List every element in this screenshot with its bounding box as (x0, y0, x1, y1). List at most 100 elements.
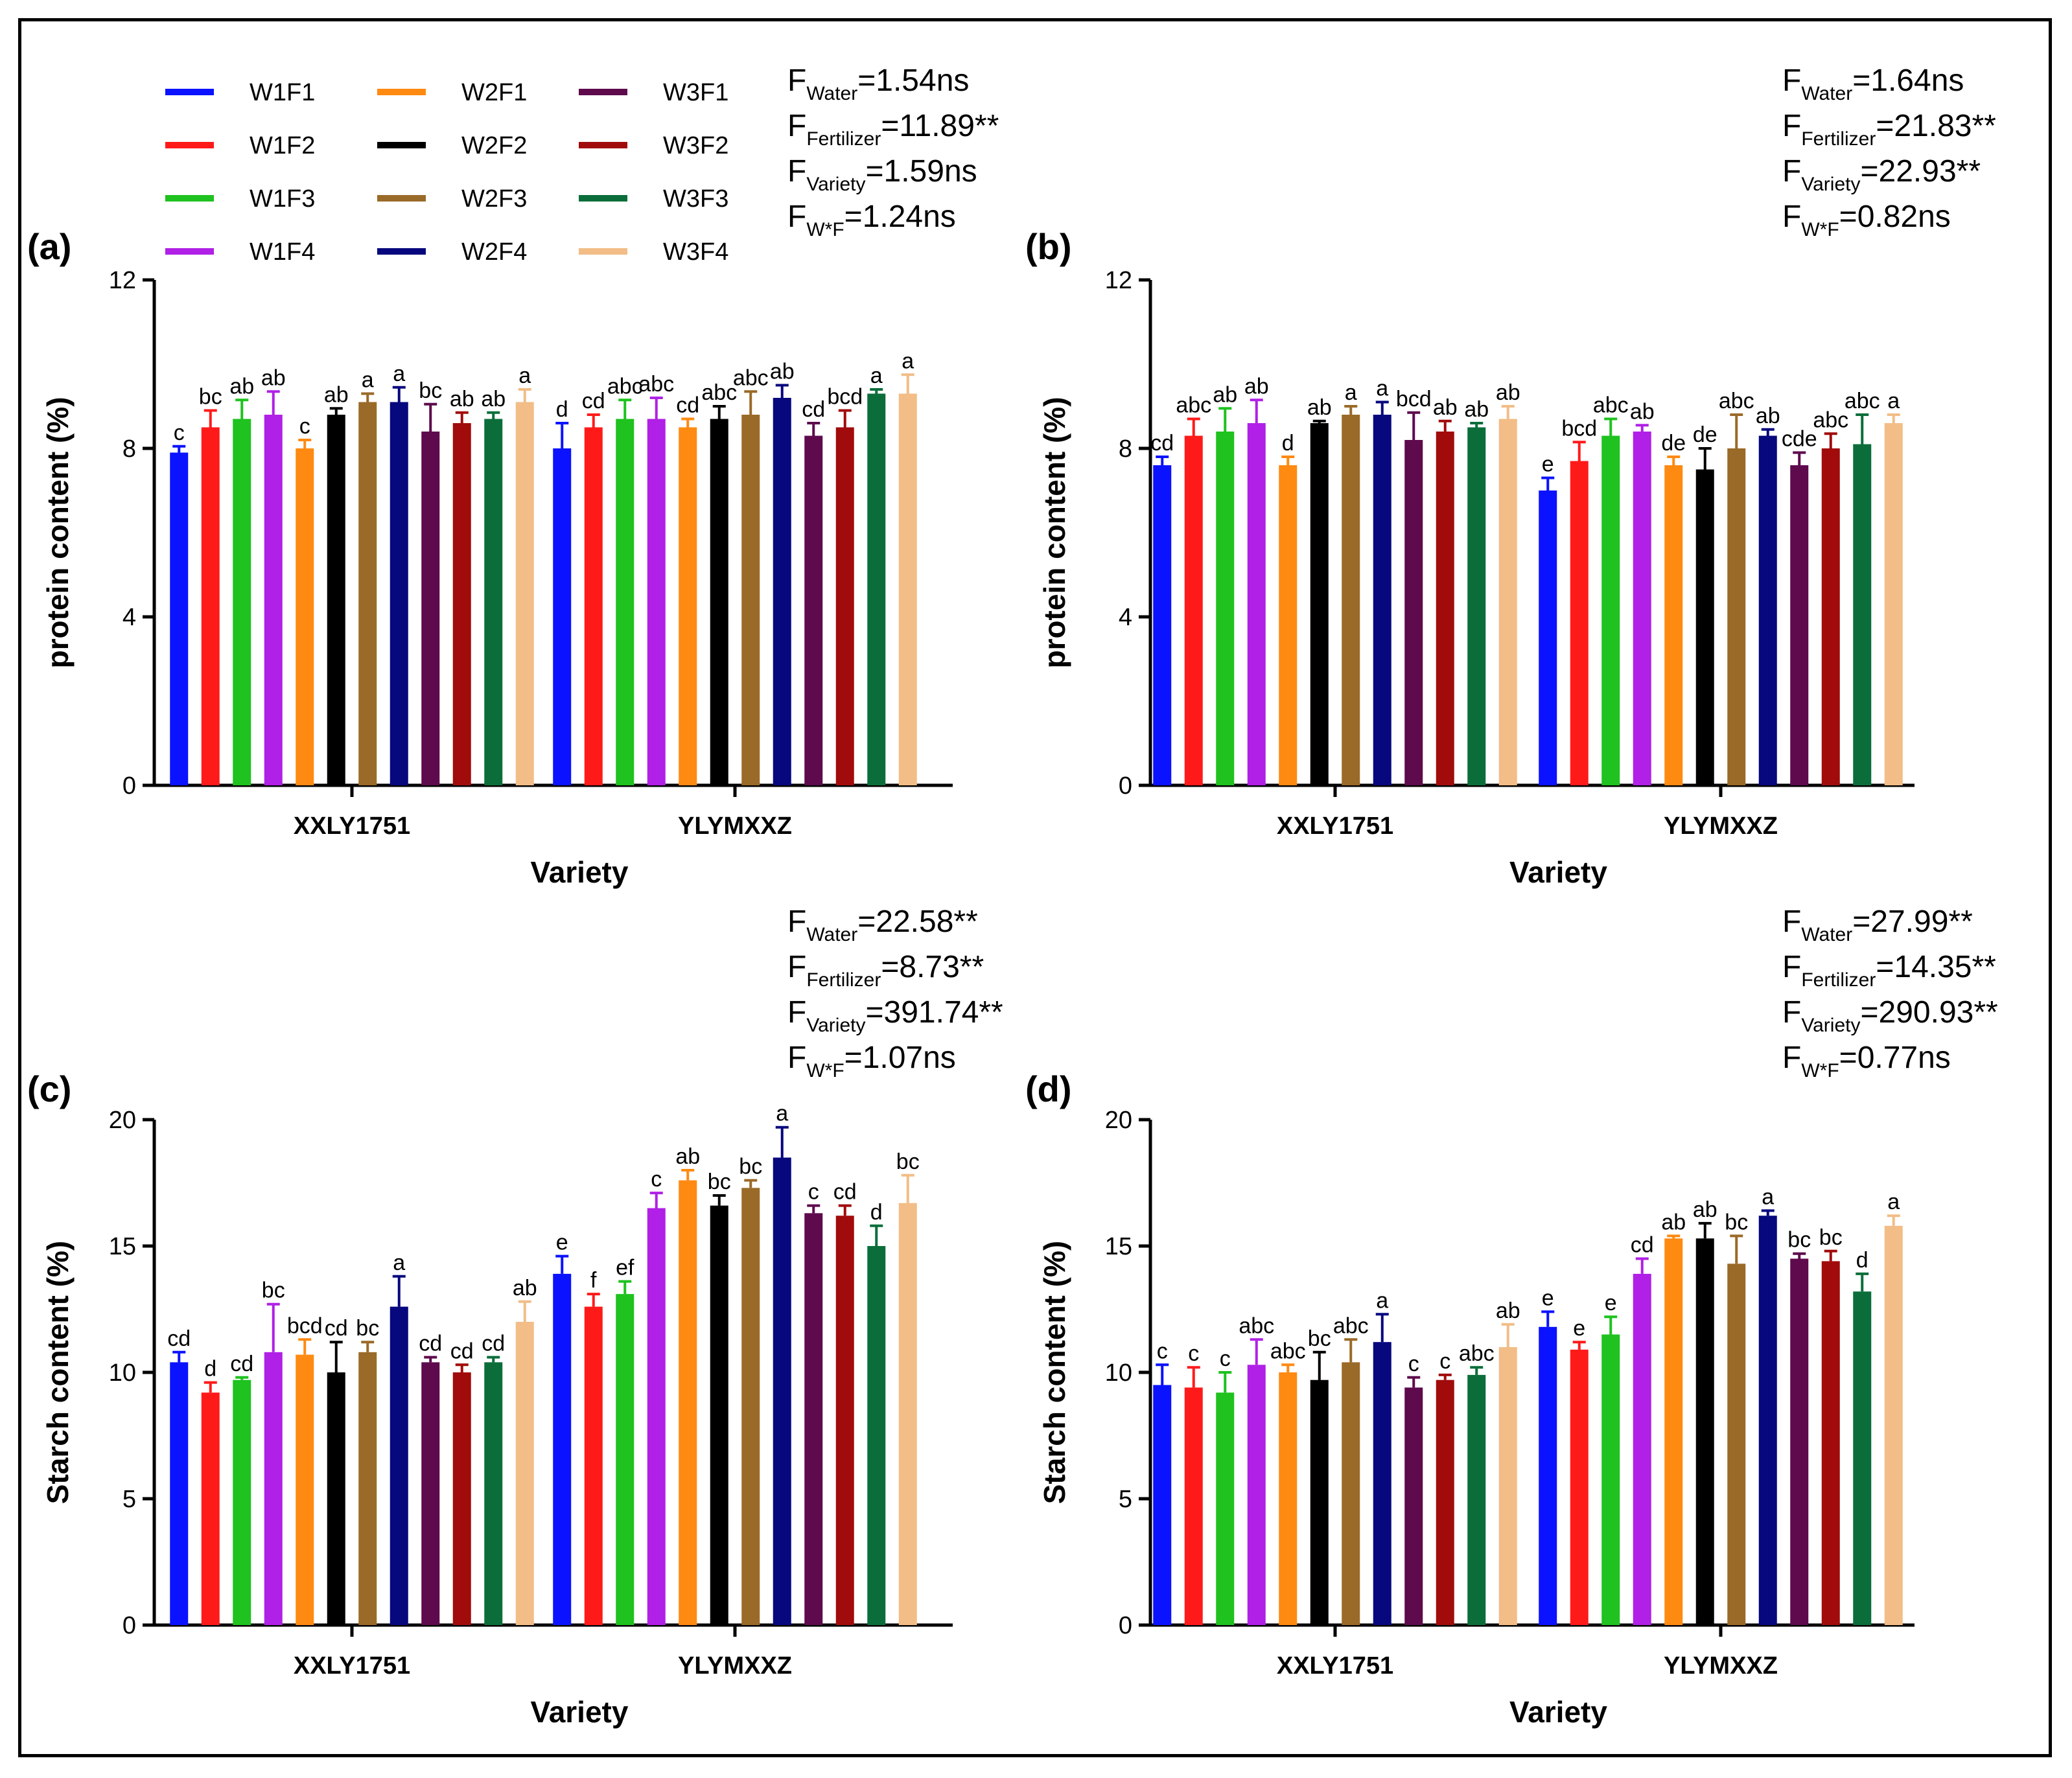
bar-group: e (553, 1230, 572, 1625)
stat-value: =290.93** (1860, 995, 1997, 1030)
bar-w3f3 (1853, 1291, 1872, 1625)
significance-letter: a (393, 1251, 405, 1275)
y-tick-label: 5 (122, 1486, 136, 1513)
significance-letter: a (1376, 376, 1388, 401)
bar-w1f3 (1216, 432, 1235, 785)
bar-w1f3 (616, 1294, 634, 1625)
bar-w2f3 (1342, 1362, 1360, 1625)
bar-group: bcd (287, 1313, 323, 1625)
significance-letter: cd (1631, 1233, 1654, 1258)
stat-subscript: Fertilizer (806, 969, 881, 991)
bar-group: a (390, 362, 408, 785)
y-tick-label: 8 (1119, 435, 1132, 463)
anova-stat-2: FVariety=391.74** (787, 995, 1003, 1036)
bar-group: ab (324, 382, 349, 785)
stat-symbol: F (787, 200, 806, 234)
bar-w3f2 (835, 427, 854, 785)
bar-group: bc (1787, 1228, 1811, 1625)
significance-letter: c (651, 1167, 662, 1192)
bar-group: a (1373, 1288, 1391, 1625)
significance-letter: ab (1464, 397, 1489, 422)
bar-group: a (867, 364, 886, 785)
bar-group: abc (1719, 389, 1754, 785)
bar-group: abc (1270, 1339, 1306, 1625)
bar-group: abc (701, 380, 737, 785)
bar-group: ef (616, 1256, 634, 1625)
bar-w3f1 (421, 432, 440, 785)
stat-value: =0.77ns (1839, 1041, 1951, 1075)
bar-w3f1 (421, 1362, 440, 1625)
bar-w1f1 (170, 452, 189, 785)
x-axis-title: Variety (531, 1695, 629, 1729)
bar-group: ab (1433, 395, 1458, 785)
bar-group: ab (450, 387, 474, 785)
significance-letter: bc (1725, 1210, 1748, 1234)
significance-letter: c (808, 1180, 819, 1205)
bar-w3f2 (1436, 432, 1454, 785)
significance-letter: a (393, 362, 405, 386)
stat-subscript: Fertilizer (806, 128, 881, 150)
bar-w2f2 (710, 419, 728, 785)
significance-letter: bc (896, 1149, 920, 1174)
y-axis-title: protein content (%) (1038, 397, 1071, 668)
significance-letter: cd (676, 393, 699, 418)
bar-w3f1 (1790, 1258, 1809, 1625)
bar-w3f4 (1884, 1225, 1903, 1625)
y-tick-label: 0 (122, 1612, 136, 1639)
stat-subscript: Variety (1801, 1015, 1860, 1036)
bar-w1f1 (170, 1362, 189, 1625)
legend-label: W2F1 (461, 79, 527, 106)
bar-w3f2 (452, 423, 471, 785)
significance-letter: a (1887, 389, 1900, 413)
stat-symbol: F (787, 905, 806, 939)
bar-w1f2 (1184, 1387, 1203, 1625)
bar-group: a (1342, 380, 1360, 785)
stat-subscript: W*F (1801, 219, 1839, 240)
significance-letter: ab (1307, 395, 1332, 420)
significance-letter: cd (482, 1332, 505, 1356)
significance-letter: abc (701, 380, 737, 405)
significance-letter: ab (450, 387, 474, 411)
y-tick-label: 0 (122, 772, 136, 800)
bar-group: e (1601, 1291, 1620, 1625)
legend-item-w3f1: W3F1 (579, 79, 728, 106)
bar-w3f4 (1498, 1347, 1517, 1625)
bar-group: ab (261, 365, 286, 785)
significance-letter: cd (833, 1180, 857, 1205)
stat-value: =11.89** (881, 109, 999, 143)
bar-w3f2 (1436, 1380, 1454, 1625)
bar-w1f2 (1570, 461, 1589, 785)
legend-label: W2F2 (461, 132, 527, 159)
bar-w2f1 (1664, 1238, 1683, 1625)
significance-letter: a (902, 349, 914, 373)
significance-letter: abc (1239, 1313, 1274, 1338)
bar-group: c (1404, 1352, 1423, 1625)
legend-item-w3f4: W3F4 (579, 238, 728, 266)
bar-group: ab (1496, 1299, 1520, 1625)
bar-w3f4 (515, 402, 534, 785)
significance-letter: bc (1308, 1326, 1331, 1351)
significance-letter: abc (1459, 1341, 1495, 1366)
bar-group: ab (1630, 399, 1655, 785)
bar-group: abc (1813, 408, 1848, 785)
significance-letter: ab (1693, 1197, 1717, 1222)
anova-stat-1: FFertilizer=8.73** (787, 950, 984, 991)
stat-value: =27.99** (1852, 905, 1973, 939)
anova-stat-3: FW*F=1.07ns (787, 1041, 956, 1081)
panel-label: (d) (1025, 1068, 1072, 1109)
stat-symbol: F (1782, 1041, 1801, 1075)
legend-item-w1f3: W1F3 (165, 185, 315, 213)
legend-label: W1F1 (250, 79, 315, 106)
anova-stat-3: FW*F=0.77ns (1782, 1041, 1951, 1081)
significance-letter: de (1661, 431, 1686, 456)
bar-w1f4 (264, 1352, 283, 1625)
significance-letter: ab (1661, 1210, 1686, 1234)
bar-group: bcd (1396, 387, 1432, 785)
bar-w1f4 (1247, 1365, 1266, 1625)
bar-w2f3 (741, 1188, 760, 1625)
panel-a: (a) 0 4 8 12 protein content (%) Variety XXLY17… (27, 64, 999, 889)
bar-group: ab (675, 1144, 700, 1625)
y-tick-label: 5 (1119, 1486, 1132, 1513)
bar-w2f2 (327, 1372, 345, 1625)
significance-letter: cd (802, 397, 825, 422)
